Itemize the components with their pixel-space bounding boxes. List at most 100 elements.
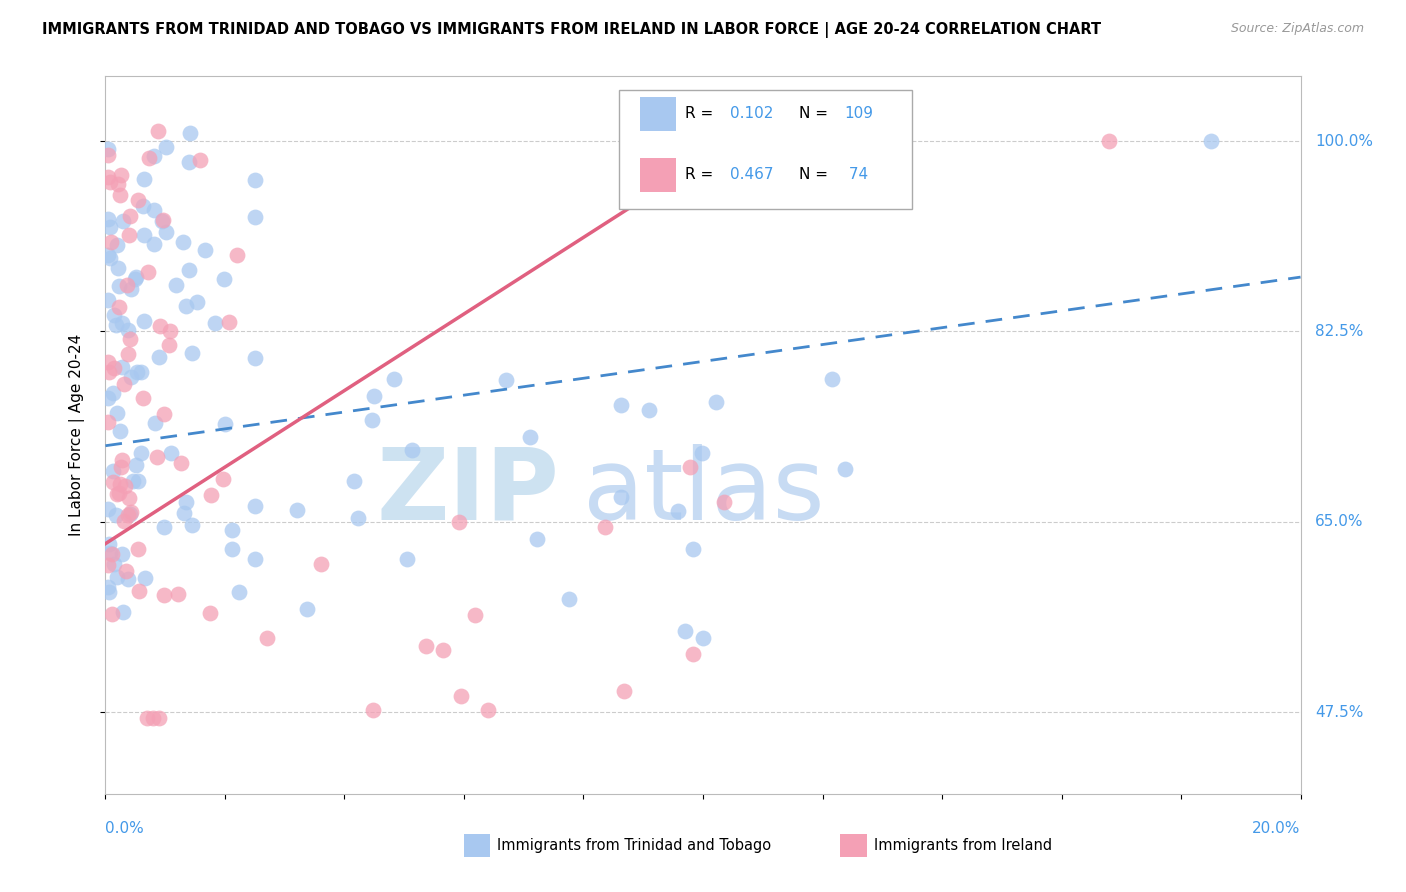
Point	[118, 491, 141, 505]
Point	[114, 479, 136, 493]
Text: 0.467: 0.467	[731, 168, 773, 182]
Point	[212, 272, 235, 286]
Point	[395, 551, 418, 566]
Point	[105, 486, 128, 500]
Point	[142, 149, 165, 163]
Point	[97, 415, 120, 429]
Point	[666, 504, 689, 518]
Point	[112, 214, 135, 228]
Text: Source: ZipAtlas.com: Source: ZipAtlas.com	[1230, 22, 1364, 36]
Text: 47.5%: 47.5%	[1315, 705, 1364, 720]
Text: 74: 74	[844, 168, 868, 182]
Point	[132, 172, 155, 186]
Point	[117, 323, 139, 337]
Point	[285, 503, 308, 517]
Point	[105, 508, 128, 522]
Point	[450, 689, 472, 703]
Point	[160, 446, 183, 460]
Point	[221, 541, 243, 556]
Point	[690, 445, 713, 459]
Point	[150, 213, 173, 227]
Point	[125, 269, 148, 284]
Point	[107, 570, 129, 584]
Point	[97, 355, 120, 369]
Point	[115, 277, 138, 292]
Point	[97, 247, 120, 261]
Point	[243, 210, 266, 224]
Point	[243, 173, 266, 187]
Point	[673, 624, 696, 638]
Point	[103, 308, 125, 322]
Point	[188, 153, 211, 168]
Point	[170, 457, 193, 471]
Point	[363, 389, 385, 403]
Point	[152, 213, 174, 227]
Point	[172, 235, 194, 249]
Point	[834, 462, 856, 476]
Point	[449, 515, 471, 529]
Text: R =: R =	[685, 106, 718, 121]
Point	[97, 581, 120, 595]
Point	[111, 606, 134, 620]
Point	[117, 572, 139, 586]
Point	[143, 416, 166, 430]
Point	[204, 316, 226, 330]
Point	[218, 315, 240, 329]
Point	[149, 318, 172, 333]
Point	[148, 711, 170, 725]
Point	[177, 263, 200, 277]
Point	[105, 238, 128, 252]
Point	[108, 477, 131, 491]
Point	[112, 377, 135, 392]
Point	[129, 365, 152, 379]
Point	[432, 643, 454, 657]
Point	[108, 188, 131, 202]
Point	[97, 169, 120, 184]
Point	[103, 557, 125, 571]
Point	[704, 395, 727, 409]
FancyBboxPatch shape	[619, 90, 912, 209]
Point	[120, 505, 142, 519]
Point	[172, 808, 194, 822]
Point	[295, 602, 318, 616]
Point	[610, 491, 633, 505]
Y-axis label: In Labor Force | Age 20-24: In Labor Force | Age 20-24	[69, 334, 84, 536]
Bar	[841, 834, 866, 857]
Point	[110, 459, 132, 474]
Point	[152, 407, 174, 421]
Point	[155, 226, 177, 240]
Point	[120, 283, 142, 297]
Bar	[464, 834, 491, 857]
Point	[821, 372, 844, 386]
Point	[186, 294, 208, 309]
Point	[111, 360, 134, 375]
Point	[243, 351, 266, 366]
Point	[682, 647, 704, 661]
Point	[361, 413, 384, 427]
Point	[477, 703, 499, 717]
Point	[101, 607, 124, 621]
Point	[114, 564, 136, 578]
Point	[243, 552, 266, 566]
Point	[243, 499, 266, 513]
Text: 65.0%: 65.0%	[1315, 515, 1364, 529]
Text: N =: N =	[799, 168, 832, 182]
Point	[526, 532, 548, 546]
Point	[127, 541, 149, 556]
Point	[692, 631, 714, 645]
Point	[120, 332, 142, 346]
Point	[157, 338, 180, 352]
Point	[129, 446, 152, 460]
Point	[595, 520, 617, 534]
Point	[131, 391, 153, 405]
Text: 0.0%: 0.0%	[105, 821, 145, 836]
Point	[221, 523, 243, 537]
Point	[142, 711, 165, 725]
Text: 82.5%: 82.5%	[1315, 324, 1364, 339]
Point	[100, 547, 122, 561]
Point	[179, 126, 201, 140]
Point	[382, 372, 405, 386]
Point	[125, 458, 148, 472]
Point	[558, 591, 581, 606]
Point	[347, 511, 370, 525]
